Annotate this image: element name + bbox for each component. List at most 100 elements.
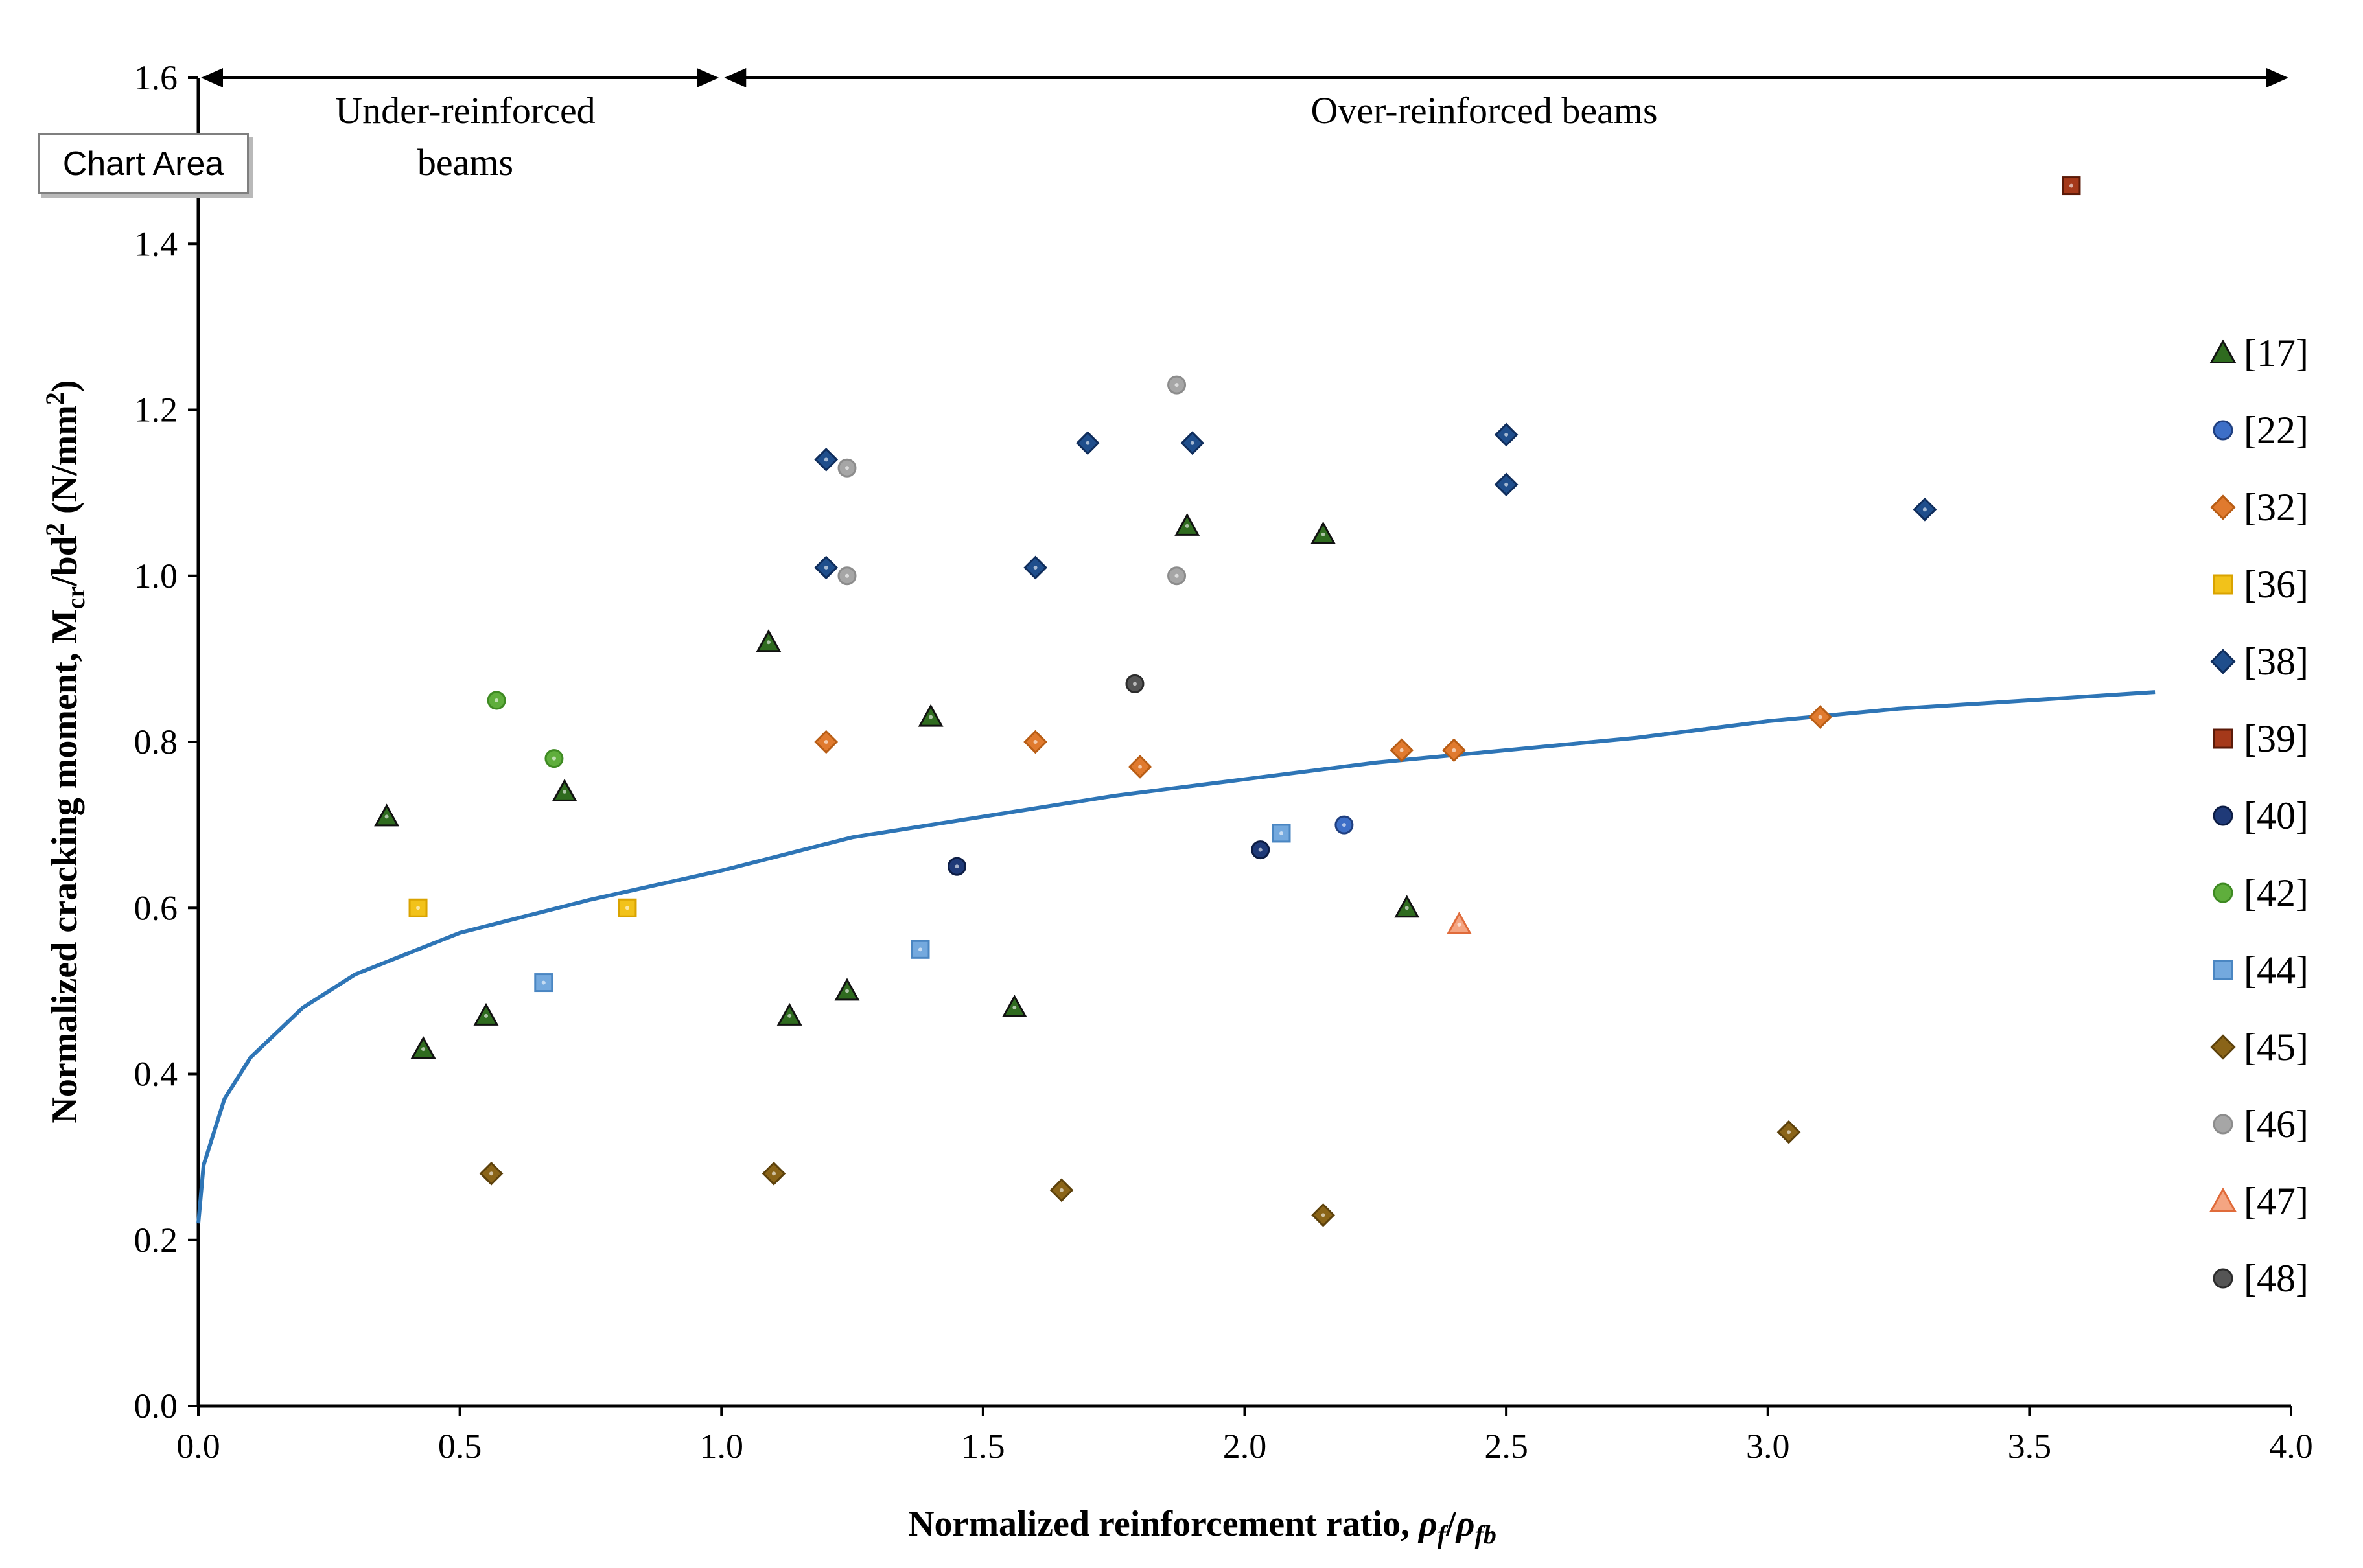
series-8 — [534, 824, 1291, 993]
legend-marker — [2210, 494, 2236, 520]
legend-label: [32] — [2244, 486, 2309, 529]
point-highlight — [1059, 1188, 1064, 1192]
point-highlight — [1922, 507, 1927, 512]
point-highlight — [625, 906, 629, 910]
point-highlight — [824, 457, 828, 462]
point-highlight — [541, 980, 546, 985]
y-tick-label: 0.8 — [134, 722, 178, 761]
legend-marker — [2213, 420, 2233, 441]
region-annotations: Under-reinforced beams Over-reinforced b… — [335, 89, 1657, 183]
series-7 — [487, 691, 564, 768]
legend-label: [39] — [2244, 717, 2309, 760]
point-highlight — [1174, 383, 1179, 387]
point-highlight — [1185, 524, 1189, 528]
point-highlight — [787, 1013, 792, 1018]
legend-marker — [2209, 1187, 2237, 1212]
series-2 — [814, 705, 1832, 779]
legend-marker — [2213, 882, 2233, 903]
legend-marker — [2213, 805, 2233, 826]
series-11 — [1447, 911, 1472, 934]
y-tick-label: 0.2 — [134, 1221, 178, 1260]
point-highlight — [1086, 441, 1090, 445]
y-tick-label: 1.0 — [134, 557, 178, 595]
point-highlight — [489, 1171, 494, 1176]
point-highlight — [1174, 573, 1179, 578]
y-tick-label: 1.6 — [134, 58, 178, 97]
point-highlight — [1012, 1006, 1017, 1009]
series-0 — [374, 513, 1420, 1059]
y-tick-label: 1.2 — [134, 391, 178, 430]
point-highlight — [824, 565, 828, 570]
point-highlight — [1818, 715, 1822, 719]
point-highlight — [1033, 740, 1038, 744]
point-highlight — [384, 814, 389, 819]
legend-label: [36] — [2244, 563, 2309, 606]
x-tick-label: 3.0 — [1746, 1427, 1790, 1466]
chart-area-tooltip: Chart Area — [38, 133, 249, 194]
point-highlight — [766, 640, 771, 645]
legend-label: [44] — [2244, 949, 2309, 991]
y-axis-title: Normalized cracking moment, Mcr/bd2 (N/m… — [40, 380, 90, 1123]
point-highlight — [929, 715, 933, 719]
point-highlight — [1190, 441, 1194, 445]
series-4 — [814, 422, 1937, 580]
point-highlight — [1138, 765, 1143, 769]
y-tick-label: 0.6 — [134, 888, 178, 927]
data-point — [618, 898, 637, 917]
y-tick-label: 0.4 — [134, 1055, 178, 1094]
point-highlight — [1279, 831, 1284, 835]
point-highlight — [1452, 748, 1456, 752]
x-tick-label: 3.5 — [2008, 1427, 2052, 1466]
series-9 — [479, 1120, 1801, 1227]
point-highlight — [955, 864, 959, 869]
legend-label: [42] — [2244, 871, 2309, 914]
series-3 — [408, 898, 637, 917]
data-points — [374, 176, 2081, 1227]
under-reinforced-label: Under-reinforced — [335, 89, 595, 132]
arrow-head — [697, 68, 719, 87]
point-highlight — [416, 906, 421, 910]
legend-marker — [2213, 728, 2233, 749]
point-highlight — [1504, 482, 1509, 487]
legend-marker — [2210, 649, 2236, 674]
point-highlight — [1404, 906, 1409, 910]
point-highlight — [1342, 823, 1346, 827]
legend-label: [38] — [2244, 640, 2309, 683]
point-highlight — [1321, 1213, 1325, 1217]
point-highlight — [495, 698, 499, 702]
arrow-head — [201, 68, 223, 87]
legend-marker — [2213, 574, 2233, 595]
point-highlight — [771, 1171, 776, 1176]
x-tick-label: 0.0 — [176, 1427, 220, 1466]
point-highlight — [1457, 922, 1461, 927]
legend-label: [40] — [2244, 794, 2309, 837]
legend-marker — [2213, 1268, 2233, 1289]
legend-label: [46] — [2244, 1103, 2309, 1146]
point-highlight — [552, 756, 556, 761]
series-5 — [2062, 176, 2081, 196]
point-highlight — [824, 740, 828, 744]
under-reinforced-label-line2: beams — [417, 141, 513, 183]
series-1 — [1334, 815, 1354, 835]
legend-marker — [2213, 960, 2233, 980]
arrow-head — [2266, 68, 2288, 87]
point-highlight — [1321, 532, 1325, 536]
x-tick-label: 1.5 — [961, 1427, 1005, 1466]
y-tick-label: 1.4 — [134, 224, 178, 263]
arrow-head — [724, 68, 747, 87]
x-axis-title: Normalized reinforcement ratio, ρf/ρfb — [908, 1504, 1496, 1549]
legend-label: [48] — [2244, 1257, 2309, 1300]
legend-label: [17] — [2244, 332, 2309, 375]
series-6 — [948, 840, 1270, 876]
series-12 — [1125, 674, 1145, 693]
x-tick-label: 0.5 — [438, 1427, 482, 1466]
data-point — [2062, 176, 2081, 196]
point-highlight — [1504, 432, 1509, 437]
legend-marker — [2209, 339, 2237, 364]
axes: 0.0 0.5 1.0 1.5 2.0 2.5 3.0 3.5 4.0 0.0 0.2 0.4 0.6 0… — [134, 58, 2313, 1466]
over-reinforced-label: Over-reinforced beams — [1310, 89, 1657, 132]
point-highlight — [1787, 1130, 1791, 1135]
point-highlight — [421, 1047, 426, 1052]
